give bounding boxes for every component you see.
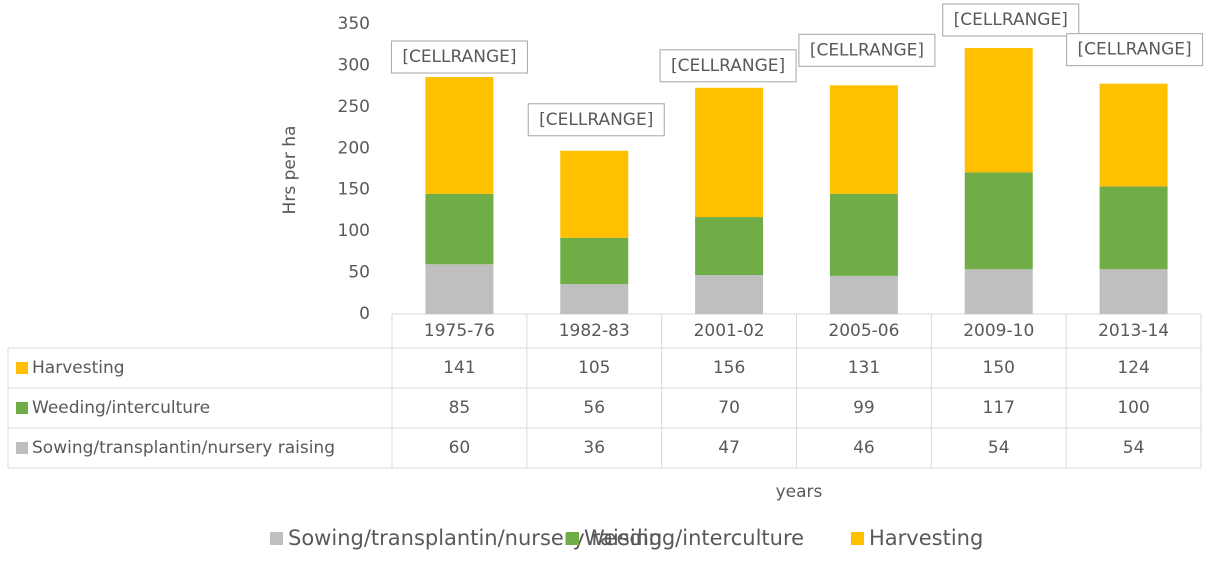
bar-segment (1099, 186, 1168, 270)
bar-segment (695, 87, 764, 218)
bar-segment (964, 172, 1033, 270)
bar-segment (425, 193, 494, 265)
bar-segment (560, 150, 629, 238)
table-value: 85 (449, 398, 471, 418)
data-label: [CELLRANGE] (810, 40, 924, 60)
x-tick-label: 2005-06 (828, 321, 899, 341)
y-tick-label: 200 (338, 138, 370, 158)
table-value: 36 (583, 438, 605, 458)
bar-segment (425, 264, 494, 314)
bar-segment (1099, 83, 1168, 187)
table-value: 99 (853, 398, 875, 418)
x-tick-label: 2009-10 (963, 321, 1034, 341)
table-value: 117 (983, 398, 1015, 418)
data-label-box (942, 3, 1080, 37)
data-label-box (390, 40, 528, 74)
data-label: [CELLRANGE] (1077, 40, 1191, 60)
x-tick-label: 2001-02 (694, 321, 765, 341)
data-label: [CELLRANGE] (402, 47, 516, 67)
bar-segment (964, 269, 1033, 314)
data-label-box (659, 49, 797, 83)
legend-key (851, 532, 864, 545)
table-value: 47 (718, 438, 740, 458)
table-value: 124 (1117, 358, 1149, 378)
legend-key (566, 532, 579, 545)
y-tick-label: 150 (338, 180, 370, 200)
table-row-label: Sowing/transplantin/nursery raising (32, 438, 335, 458)
table-legend-key (16, 442, 28, 454)
bar-segment (695, 217, 764, 276)
table-value: 131 (848, 358, 880, 378)
data-label: [CELLRANGE] (671, 56, 785, 76)
data-label-box (527, 103, 665, 137)
y-tick-label: 0 (359, 304, 370, 324)
table-row-label: Harvesting (32, 358, 125, 378)
table-value: 150 (983, 358, 1015, 378)
data-label: [CELLRANGE] (954, 10, 1068, 30)
table-value: 54 (988, 438, 1010, 458)
bar-segment (829, 275, 898, 314)
table-value: 46 (853, 438, 875, 458)
bar-segment (964, 48, 1033, 173)
bar-segment (560, 284, 629, 314)
table-value: 100 (1117, 398, 1149, 418)
bar-segment (829, 193, 898, 276)
table-legend-key (16, 362, 28, 374)
legend-label: Weeding/interculture (584, 526, 804, 550)
data-label-box (798, 33, 936, 67)
y-tick-label: 350 (338, 14, 370, 34)
table-value: 156 (713, 358, 745, 378)
legend-label: Sowing/transplantin/nursery raising (288, 526, 662, 550)
table-legend-key (16, 402, 28, 414)
bar-segment (560, 237, 629, 285)
y-axis-label: Hrs per ha (280, 126, 300, 215)
y-tick-label: 300 (338, 55, 370, 75)
bar-segment (829, 85, 898, 194)
y-tick-label: 50 (348, 263, 370, 283)
data-label-box (1066, 33, 1204, 67)
y-tick-label: 100 (338, 221, 370, 241)
table-value: 141 (443, 358, 475, 378)
data-label: [CELLRANGE] (539, 110, 653, 130)
table-value: 56 (583, 398, 605, 418)
x-axis-label: years (776, 482, 823, 502)
x-tick-label: 1982-83 (559, 321, 630, 341)
table-value: 105 (578, 358, 610, 378)
table-value: 54 (1123, 438, 1145, 458)
bar-segment (1099, 269, 1168, 314)
table-value: 70 (718, 398, 740, 418)
legend-key (270, 532, 283, 545)
table-row-label: Weeding/interculture (32, 398, 210, 418)
bar-segment (695, 275, 764, 314)
table-value: 60 (449, 438, 471, 458)
x-tick-label: 1975-76 (424, 321, 495, 341)
legend-label: Harvesting (869, 526, 983, 550)
x-tick-label: 2013-14 (1098, 321, 1169, 341)
y-tick-label: 250 (338, 97, 370, 117)
bar-segment (425, 77, 494, 194)
